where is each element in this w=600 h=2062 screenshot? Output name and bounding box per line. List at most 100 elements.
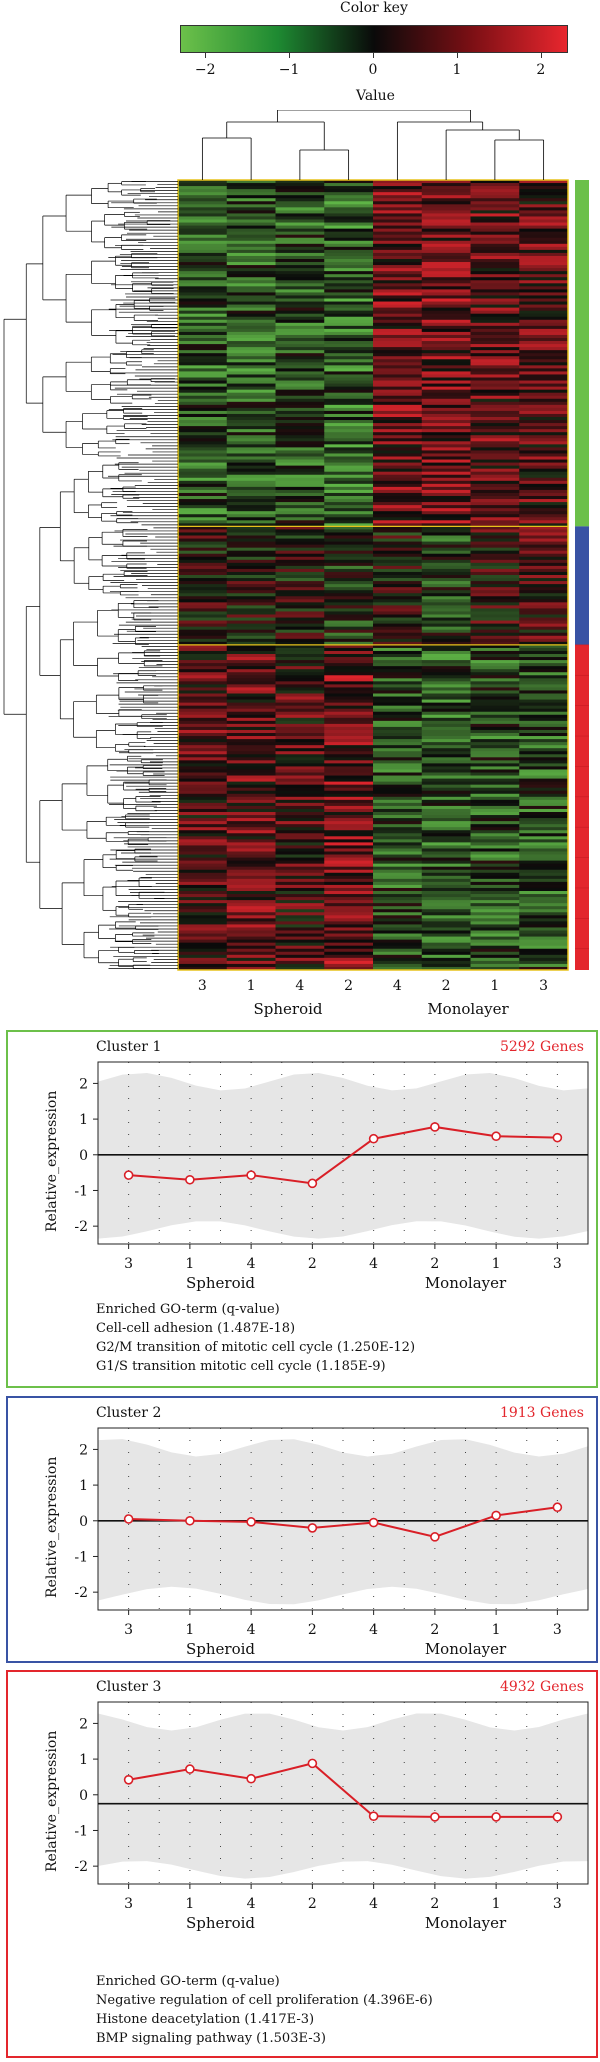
heatmap-cell (324, 283, 374, 287)
heatmap-cell (275, 465, 325, 470)
heatmap-cell (226, 429, 276, 433)
heatmap-cell (275, 568, 325, 573)
heatmap-cell (178, 657, 228, 661)
heatmap-cell (324, 617, 374, 621)
heatmap-cell (421, 851, 471, 855)
heatmap-cell (324, 945, 374, 950)
heatmap-cell (226, 420, 276, 424)
heatmap-cell (421, 210, 471, 214)
heatmap-cell (519, 234, 569, 239)
heatmap-cell (178, 690, 228, 694)
heatmap-cell (373, 198, 423, 202)
heatmap-cell (324, 277, 374, 281)
heatmap-cell (226, 812, 276, 816)
heatmap-cell (421, 252, 471, 257)
heatmap-cell (275, 657, 325, 661)
heatmap-cell (324, 802, 374, 807)
heatmap-cell (178, 626, 228, 631)
heatmap-cell (519, 903, 569, 907)
go-terms: Enriched GO-term (q-value) Negative regu… (96, 1972, 433, 2048)
heatmap-cell (421, 377, 471, 381)
heatmap-cell (519, 742, 569, 746)
heatmap-cell (373, 578, 423, 582)
heatmap-cell (178, 939, 228, 944)
heatmap-cell (324, 805, 374, 810)
heatmap-cell (470, 389, 520, 394)
heatmap-cell (421, 447, 471, 451)
heatmap-cell (324, 313, 374, 318)
heatmap-cell (226, 520, 276, 524)
heatmap-cell (324, 180, 374, 184)
heatmap-cell (470, 578, 520, 582)
heatmap-cell (470, 745, 520, 749)
heatmap-cell (373, 268, 423, 272)
heatmap-cell (324, 869, 374, 874)
heatmap-cell (373, 736, 423, 740)
heatmap-cell (373, 723, 423, 728)
heatmap-cell (178, 407, 228, 412)
heatmap-cell (421, 687, 471, 691)
heatmap-cell (373, 857, 423, 862)
heatmap-cell (226, 216, 276, 220)
heatmap-cell (421, 283, 471, 287)
heatmap-cell (519, 720, 569, 725)
heatmap-cell (373, 553, 423, 558)
heatmap-cell (519, 420, 569, 424)
heatmap-cell (324, 371, 374, 375)
data-point (552, 1132, 563, 1143)
heatmap-cell (373, 854, 423, 858)
heatmap-cell (275, 742, 325, 746)
heatmap-cell (226, 587, 276, 591)
heatmap-cell (226, 383, 276, 388)
heatmap-cell (275, 207, 325, 211)
heatmap-cell (373, 204, 423, 208)
heatmap-cell (470, 313, 520, 318)
heatmap-cell (373, 237, 423, 242)
heatmap-cell (324, 808, 374, 813)
heatmap-cell (226, 295, 276, 299)
heatmap-cell (421, 654, 471, 658)
heatmap-cell (324, 535, 374, 539)
heatmap-cell (275, 711, 325, 716)
heatmap-cell (373, 334, 423, 339)
heatmap-cell (178, 805, 228, 810)
heatmap-cell (178, 183, 228, 187)
heatmap-cell (373, 465, 423, 470)
heatmap-cell (178, 386, 228, 391)
x-tick-label: 3 (124, 1256, 133, 1272)
heatmap-cell (421, 480, 471, 485)
heatmap-cell (373, 790, 423, 795)
heatmap-cell (421, 605, 471, 609)
heatmap-cell (519, 766, 569, 770)
heatmap-cell (275, 833, 325, 837)
heatmap-cell (178, 933, 228, 937)
heatmap-cell (226, 441, 276, 445)
heatmap-cell (324, 389, 374, 394)
heatmap-cell (178, 496, 228, 500)
heatmap-cell (470, 444, 520, 448)
heatmap-cell (178, 590, 228, 594)
heatmap-cell (519, 787, 569, 792)
heatmap-cell (226, 183, 276, 187)
heatmap-cell (421, 450, 471, 454)
data-point (185, 1515, 195, 1526)
heatmap-cell (470, 553, 520, 558)
heatmap-cell (324, 328, 374, 333)
heatmap-cell (421, 924, 471, 928)
heatmap-cell (324, 526, 374, 530)
heatmap-cell (178, 638, 228, 643)
heatmap-cell (324, 486, 374, 491)
heatmap-cell (373, 575, 423, 579)
heatmap-cell (470, 441, 520, 445)
x-tick-label: 3 (553, 1256, 562, 1272)
heatmap-cell (373, 395, 423, 400)
heatmap-cell (519, 456, 569, 460)
heatmap-cell (373, 499, 423, 503)
heatmap-cell (275, 571, 325, 576)
heatmap-cell (470, 760, 520, 764)
heatmap-cell (519, 839, 569, 843)
heatmap-cell (421, 957, 471, 962)
heatmap-cell (324, 793, 374, 798)
heatmap-cell (226, 921, 276, 925)
heatmap-cell (226, 565, 276, 570)
